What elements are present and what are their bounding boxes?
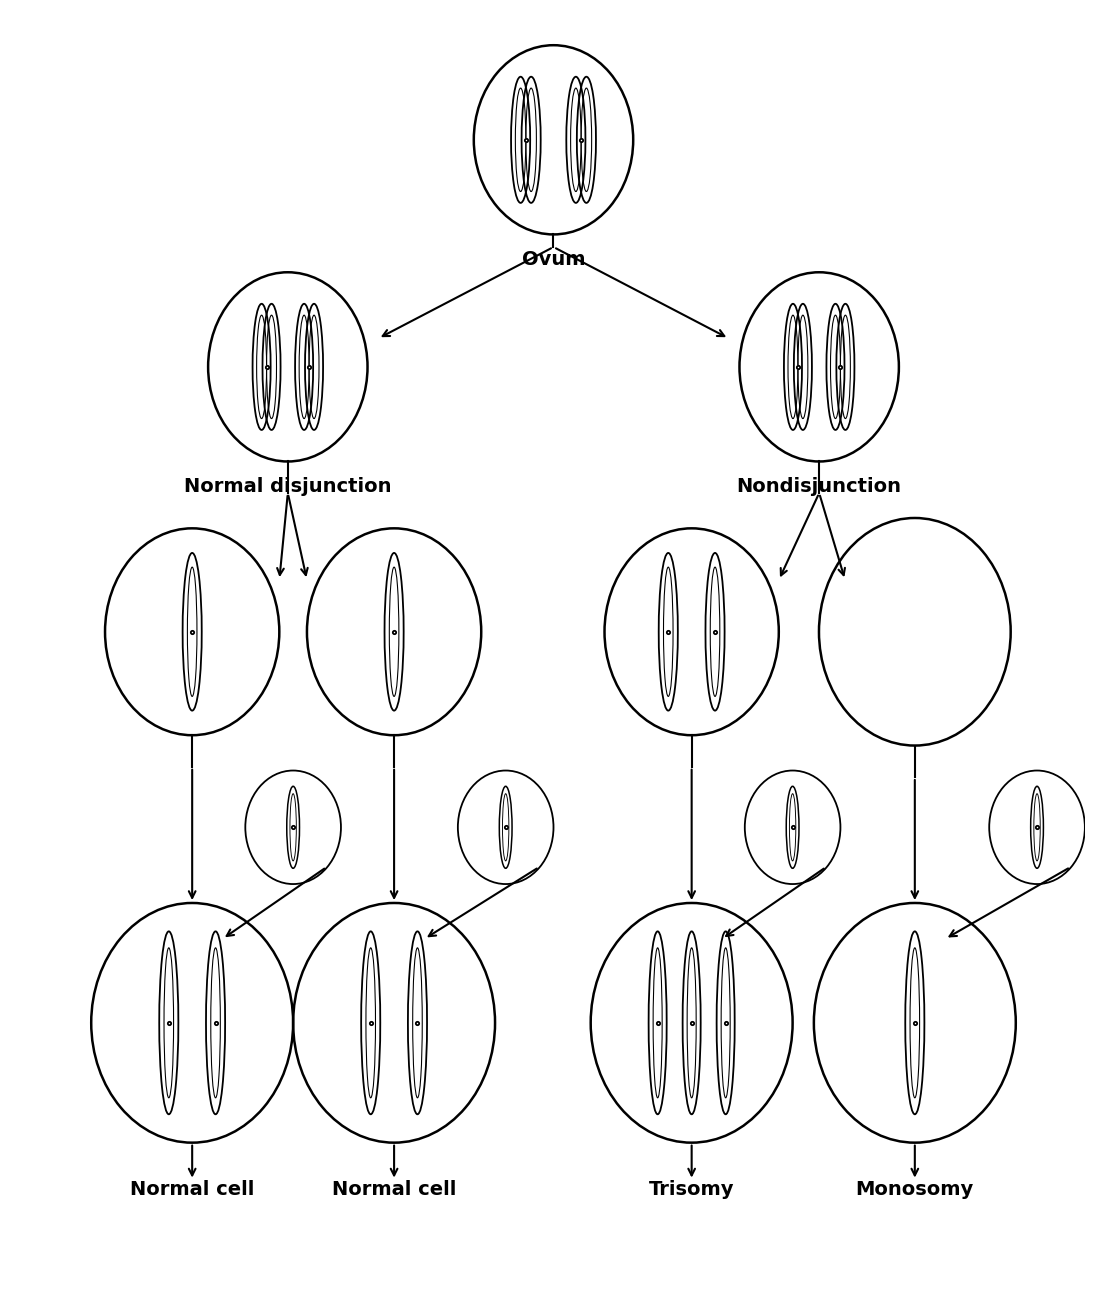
Text: Monosomy: Monosomy: [856, 1180, 974, 1200]
Text: Normal cell: Normal cell: [130, 1180, 255, 1200]
Text: Nondisjunction: Nondisjunction: [736, 477, 902, 495]
Text: Normal disjunction: Normal disjunction: [184, 477, 392, 495]
Text: Normal cell: Normal cell: [332, 1180, 456, 1200]
Text: Trisomy: Trisomy: [649, 1180, 734, 1200]
Text: Ovum: Ovum: [521, 250, 586, 268]
